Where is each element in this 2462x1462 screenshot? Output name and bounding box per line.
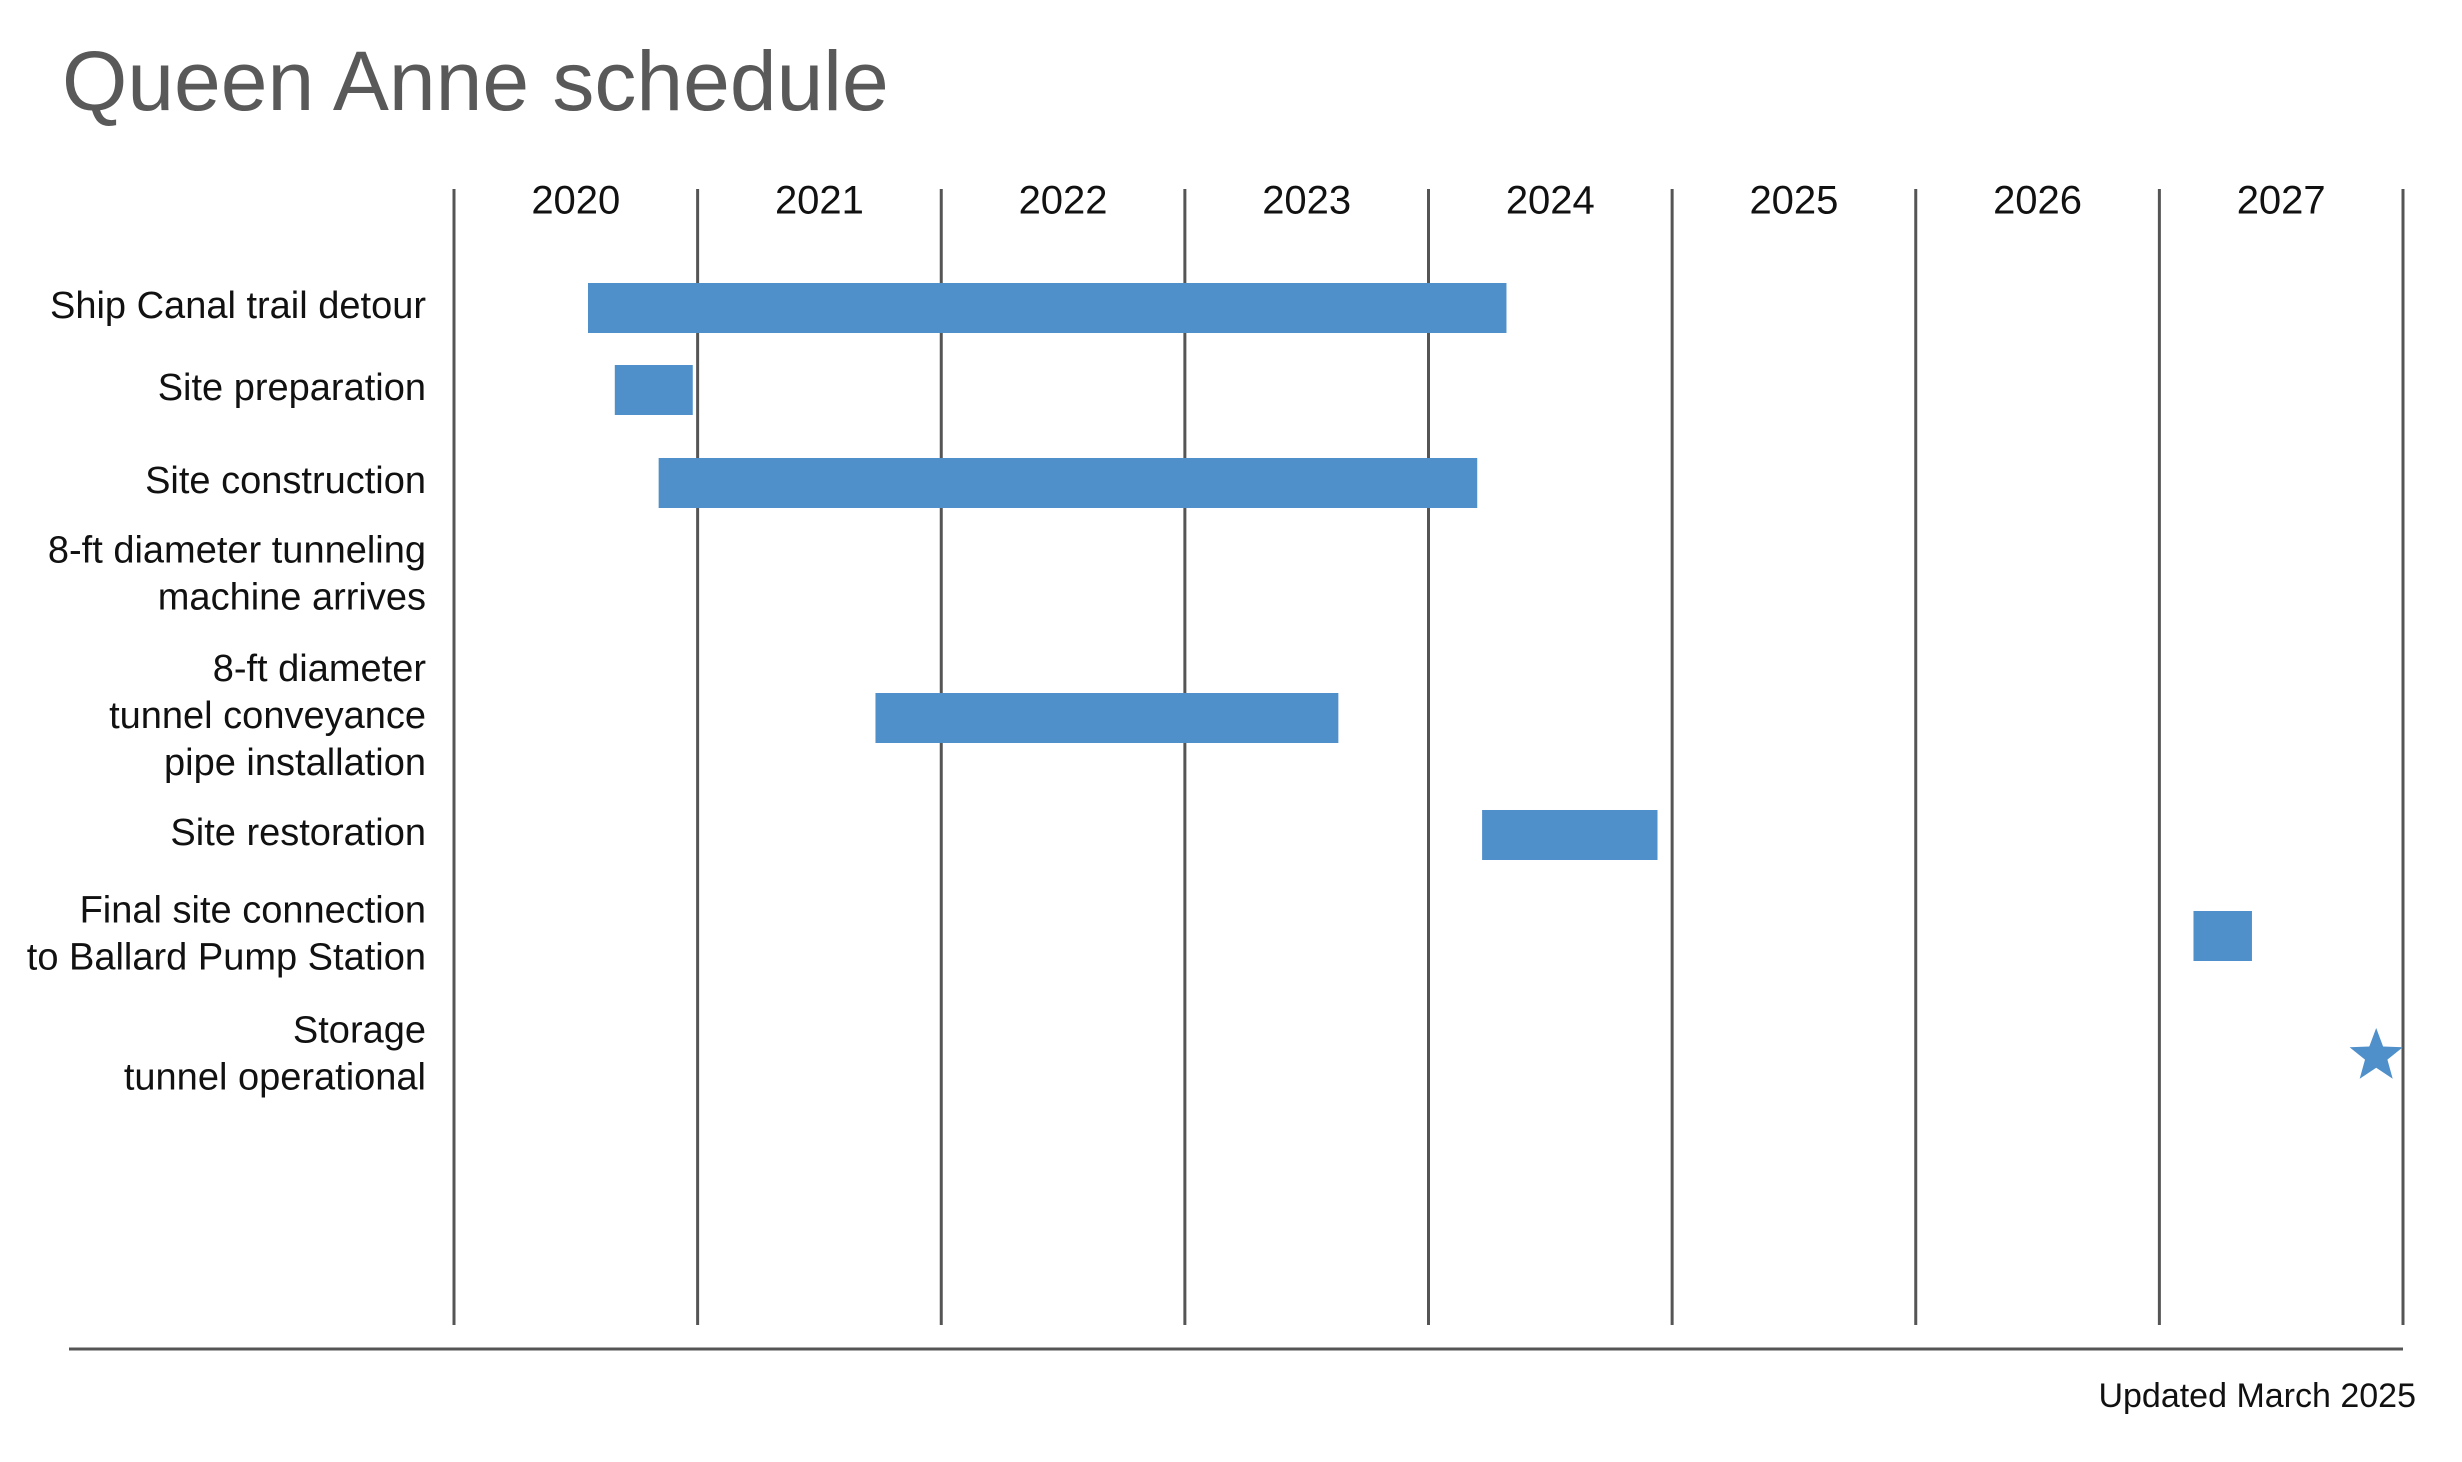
x-tick-label: 2021: [775, 179, 864, 223]
bar: [875, 693, 1339, 743]
task-label: Site restoration: [170, 812, 426, 854]
x-tick-label: 2023: [1262, 179, 1351, 223]
task-label: Final site connection to Ballard Pump Sta…: [27, 890, 426, 979]
task-label: 8-ft diameter tunneling machine arrives: [48, 530, 426, 619]
bar: [614, 365, 693, 415]
bar: [1482, 810, 1658, 860]
task-label: Ship Canal trail detour: [50, 285, 426, 327]
bar: [587, 283, 1507, 333]
task-label: 8-ft diameter tunnel conveyance pipe insta…: [109, 648, 426, 784]
x-tick-label: 2026: [1993, 179, 2082, 223]
x-tick-label: 2025: [1749, 179, 1838, 223]
bar: [2193, 911, 2252, 961]
x-tick-label: 2022: [1019, 179, 1108, 223]
x-tick-label: 2027: [2237, 179, 2326, 223]
chart-title: Queen Anne schedule: [62, 34, 889, 128]
annotation: Updated March 2025: [2098, 1377, 2416, 1415]
milestone: [2349, 1028, 2403, 1079]
task-label: Site preparation: [158, 367, 426, 409]
task-label: Site construction: [145, 460, 426, 502]
x-tick-label: 2020: [531, 179, 620, 223]
bar: [658, 458, 1478, 508]
task-label: Storage tunnel operational: [124, 1010, 426, 1099]
x-tick-label: 2024: [1506, 179, 1595, 223]
